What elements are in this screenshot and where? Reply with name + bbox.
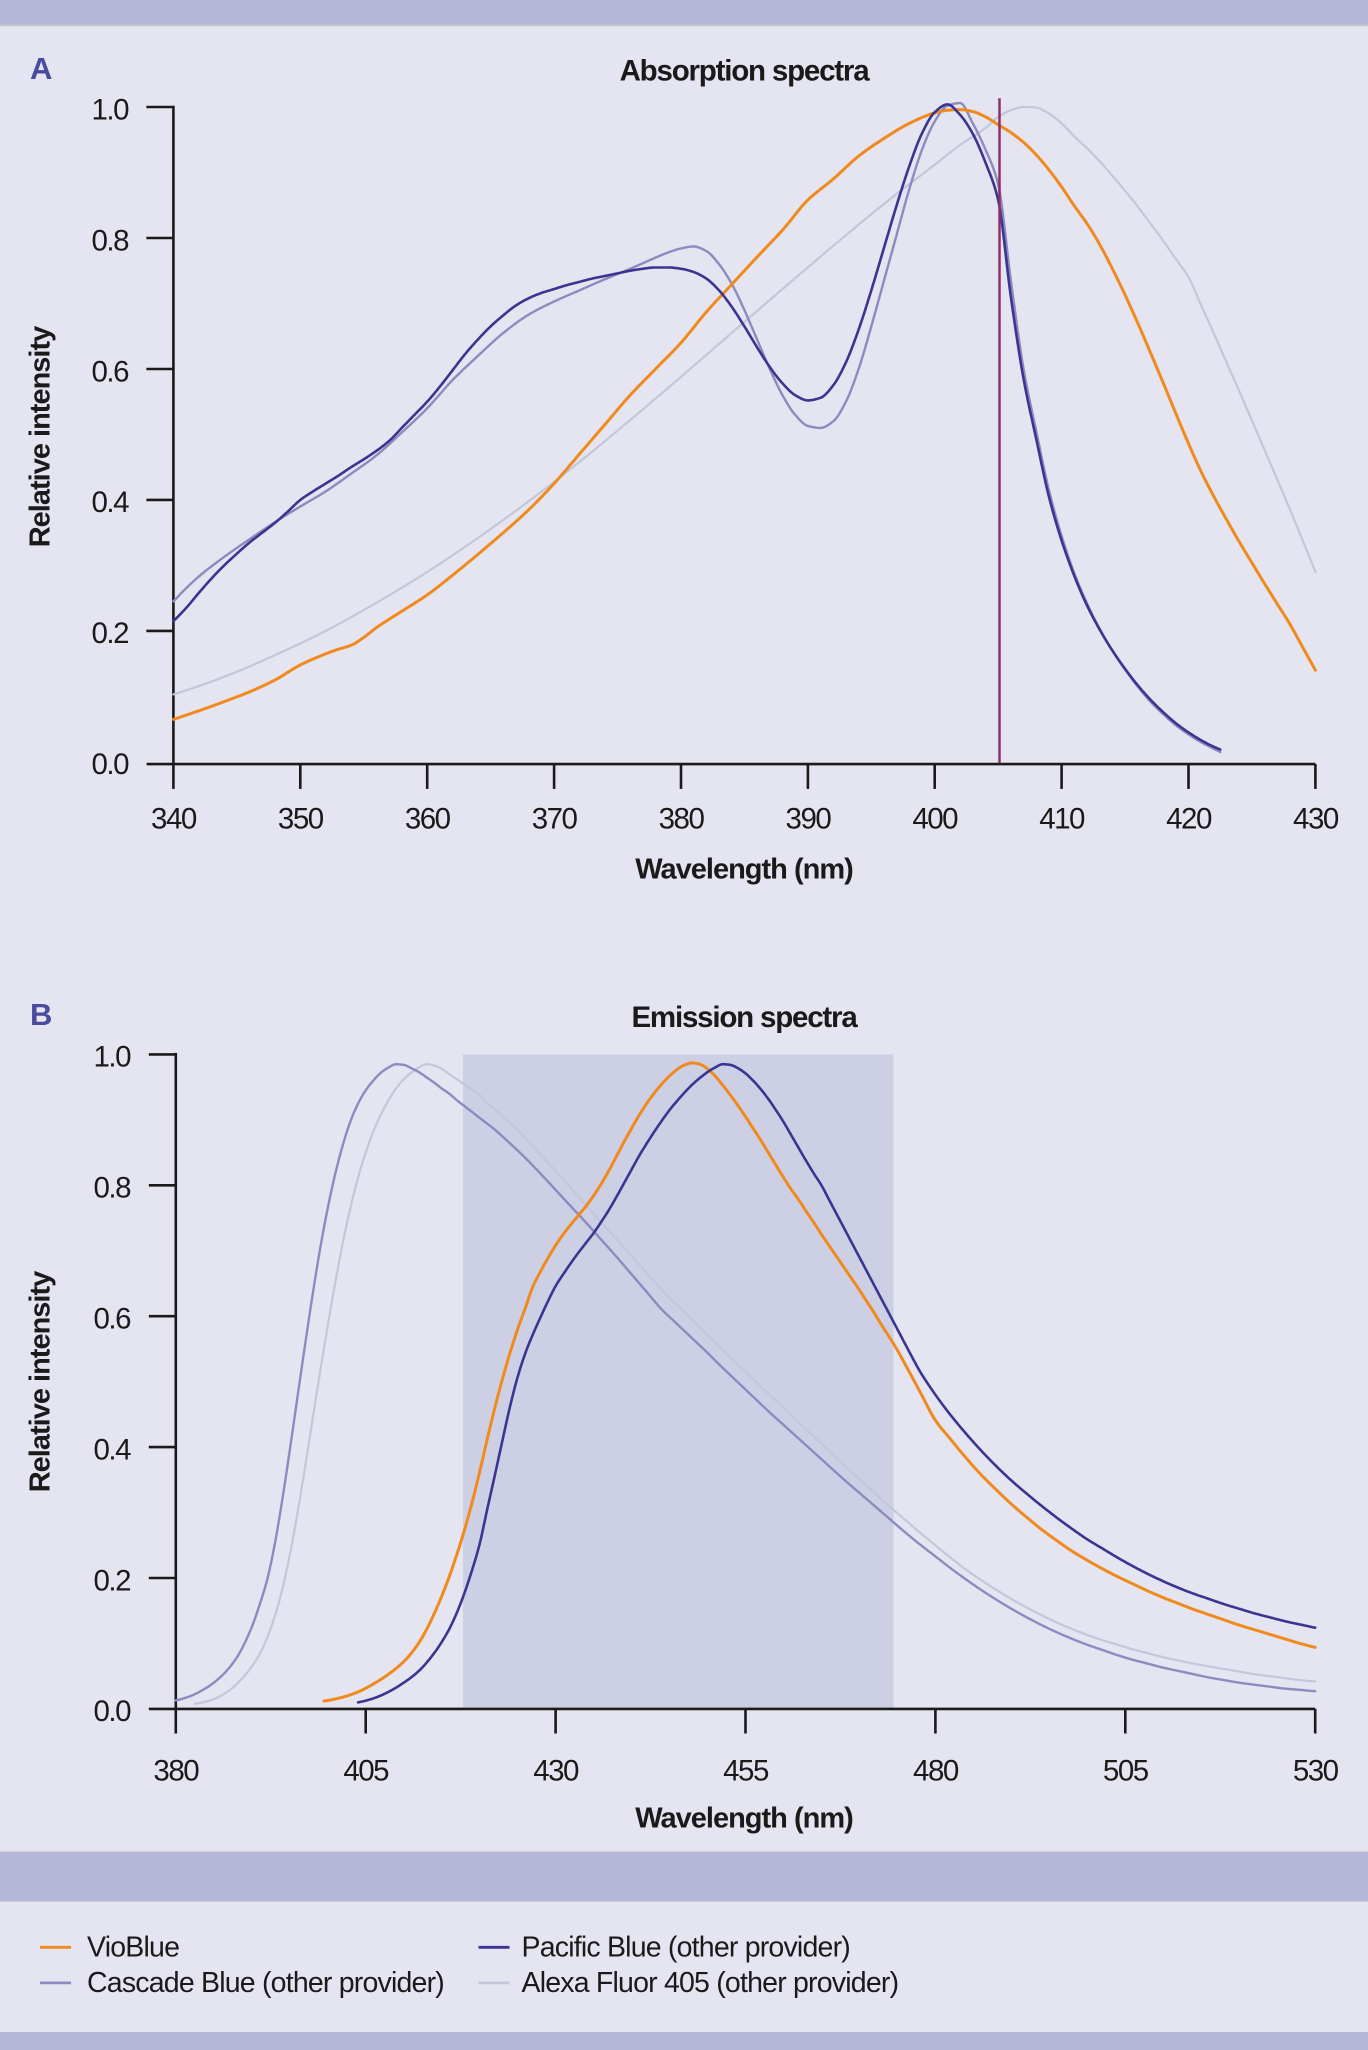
svg-text:Wavelength (nm): Wavelength (nm) (635, 1803, 853, 1835)
svg-text:530: 530 (1293, 1755, 1339, 1788)
svg-text:0.2: 0.2 (93, 1564, 130, 1597)
svg-text:Pacific Blue (other provider): Pacific Blue (other provider) (522, 1932, 850, 1964)
svg-text:0.6: 0.6 (93, 1303, 131, 1336)
svg-text:0.2: 0.2 (91, 617, 128, 650)
svg-text:380: 380 (659, 802, 705, 835)
svg-text:1.0: 1.0 (93, 1041, 131, 1074)
svg-text:420: 420 (1166, 802, 1212, 835)
svg-text:0.4: 0.4 (93, 1433, 131, 1466)
svg-text:400: 400 (912, 802, 958, 835)
svg-text:340: 340 (151, 802, 197, 835)
svg-text:Absorption spectra: Absorption spectra (620, 55, 871, 88)
svg-text:B: B (30, 997, 52, 1032)
svg-text:Relative intensity: Relative intensity (25, 1271, 57, 1492)
svg-text:410: 410 (1039, 802, 1085, 835)
svg-text:VioBlue: VioBlue (87, 1932, 179, 1964)
svg-text:405: 405 (343, 1755, 389, 1788)
svg-text:Alexa Fluor 405 (other provide: Alexa Fluor 405 (other provider) (522, 1967, 899, 1999)
svg-text:0.0: 0.0 (91, 748, 129, 781)
svg-text:430: 430 (533, 1755, 579, 1788)
svg-text:0.0: 0.0 (93, 1695, 131, 1728)
svg-text:0.4: 0.4 (91, 486, 129, 519)
svg-text:Wavelength (nm): Wavelength (nm) (635, 854, 853, 886)
svg-text:380: 380 (153, 1755, 199, 1788)
svg-text:1.0: 1.0 (91, 93, 129, 126)
svg-text:350: 350 (278, 802, 324, 835)
svg-text:Cascade Blue (other provider): Cascade Blue (other provider) (87, 1967, 444, 1999)
svg-text:390: 390 (786, 802, 832, 835)
svg-text:0.6: 0.6 (91, 355, 129, 388)
svg-text:480: 480 (913, 1755, 959, 1788)
svg-text:Emission spectra: Emission spectra (631, 1001, 858, 1034)
svg-text:Relative intensity: Relative intensity (25, 326, 57, 547)
svg-text:430: 430 (1293, 802, 1339, 835)
svg-text:A: A (30, 51, 52, 86)
svg-text:360: 360 (405, 802, 451, 835)
svg-text:0.8: 0.8 (91, 224, 129, 257)
svg-text:455: 455 (723, 1755, 769, 1788)
svg-text:0.8: 0.8 (93, 1172, 131, 1205)
svg-text:370: 370 (532, 802, 578, 835)
svg-text:505: 505 (1103, 1755, 1149, 1788)
